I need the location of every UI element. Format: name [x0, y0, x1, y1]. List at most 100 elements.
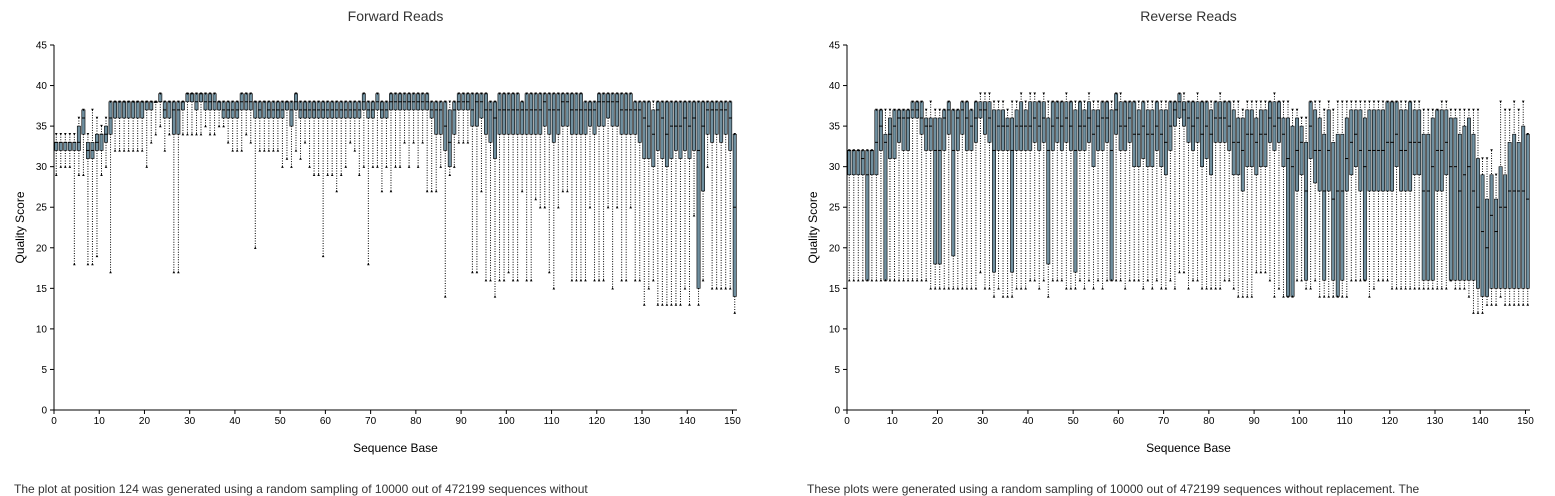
box-position-112[interactable] [1349, 100, 1354, 282]
box-position-80[interactable] [1204, 100, 1209, 290]
box-position-13[interactable] [108, 100, 113, 274]
box-position-104[interactable] [1313, 100, 1318, 282]
box-position-121[interactable] [1390, 100, 1394, 290]
box-position-84[interactable] [429, 100, 434, 193]
box-position-69[interactable] [361, 92, 366, 168]
box-position-41[interactable] [1028, 92, 1033, 282]
box-position-47[interactable] [1055, 100, 1060, 282]
box-position-71[interactable] [370, 100, 375, 168]
box-position-2[interactable] [851, 149, 856, 282]
box-position-126[interactable] [619, 92, 624, 282]
box-position-101[interactable] [1299, 116, 1304, 282]
box-position-62[interactable] [1123, 100, 1128, 290]
box-position-118[interactable] [1376, 100, 1381, 282]
box-position-63[interactable] [1127, 100, 1132, 282]
box-position-16[interactable] [122, 100, 127, 152]
box-position-100[interactable] [502, 92, 506, 282]
box-position-18[interactable] [131, 100, 136, 152]
box-position-3[interactable] [856, 149, 861, 282]
box-position-34[interactable] [996, 100, 1001, 290]
box-position-48[interactable] [1059, 100, 1064, 282]
box-position-132[interactable] [1439, 100, 1444, 290]
box-position-44[interactable] [248, 92, 253, 144]
box-position-100[interactable] [1295, 108, 1299, 282]
box-position-141[interactable] [1480, 157, 1485, 314]
box-position-151[interactable] [1525, 133, 1530, 306]
box-position-109[interactable] [1335, 100, 1340, 298]
box-position-128[interactable] [628, 92, 633, 209]
box-position-143[interactable] [696, 100, 701, 306]
box-position-140[interactable] [683, 100, 687, 290]
box-position-61[interactable] [325, 100, 330, 176]
box-position-36[interactable] [1005, 108, 1010, 298]
box-position-46[interactable] [1050, 100, 1055, 282]
box-position-70[interactable] [1159, 100, 1164, 290]
box-position-88[interactable] [1240, 108, 1245, 298]
box-position-31[interactable] [983, 92, 987, 290]
box-position-32[interactable] [194, 92, 199, 136]
box-position-127[interactable] [1417, 100, 1422, 290]
box-position-77[interactable] [1191, 100, 1195, 282]
box-position-37[interactable] [217, 100, 222, 128]
box-position-92[interactable] [1258, 100, 1263, 274]
box-position-50[interactable] [275, 100, 280, 152]
box-position-83[interactable] [425, 92, 430, 193]
box-position-133[interactable] [651, 100, 656, 282]
box-position-136[interactable] [1457, 108, 1462, 290]
box-position-11[interactable] [892, 108, 897, 282]
box-position-51[interactable] [1073, 100, 1078, 290]
box-position-139[interactable] [1471, 108, 1476, 314]
box-position-107[interactable] [1326, 100, 1331, 298]
box-position-81[interactable] [416, 92, 421, 168]
box-position-9[interactable] [90, 108, 95, 266]
box-position-65[interactable] [1136, 100, 1141, 282]
box-position-141[interactable] [687, 100, 692, 306]
box-position-66[interactable] [348, 100, 353, 144]
box-position-26[interactable] [167, 100, 172, 136]
box-position-145[interactable] [705, 100, 710, 168]
box-position-135[interactable] [660, 100, 665, 306]
box-position-17[interactable] [126, 100, 131, 152]
box-position-119[interactable] [588, 100, 592, 209]
box-position-90[interactable] [1249, 100, 1254, 298]
box-position-109[interactable] [542, 92, 547, 209]
box-position-82[interactable] [420, 92, 425, 144]
box-position-91[interactable] [461, 92, 466, 144]
box-position-88[interactable] [447, 100, 452, 176]
box-position-119[interactable] [1381, 100, 1385, 282]
box-position-73[interactable] [1173, 100, 1177, 290]
box-position-13[interactable] [901, 108, 906, 282]
box-position-94[interactable] [474, 92, 479, 274]
box-position-52[interactable] [285, 100, 289, 160]
box-position-124[interactable] [1403, 100, 1408, 290]
box-position-136[interactable] [664, 100, 669, 306]
box-position-25[interactable] [955, 108, 960, 290]
box-position-134[interactable] [655, 100, 660, 306]
box-position-40[interactable] [230, 100, 235, 152]
box-position-50[interactable] [1068, 100, 1073, 290]
box-position-106[interactable] [1322, 108, 1327, 298]
box-position-89[interactable] [452, 100, 457, 168]
box-position-20[interactable] [933, 108, 938, 290]
box-position-54[interactable] [1087, 92, 1091, 282]
box-position-6[interactable] [869, 149, 874, 282]
box-position-115[interactable] [569, 92, 574, 282]
box-position-23[interactable] [946, 100, 951, 290]
box-position-85[interactable] [1227, 100, 1232, 282]
box-position-103[interactable] [515, 92, 520, 282]
box-position-35[interactable] [208, 92, 212, 136]
box-position-85[interactable] [434, 100, 439, 193]
box-position-40[interactable] [1023, 100, 1028, 290]
box-position-148[interactable] [719, 100, 724, 290]
box-position-79[interactable] [1200, 100, 1204, 290]
box-position-131[interactable] [1435, 108, 1440, 290]
box-position-138[interactable] [674, 100, 678, 306]
box-position-19[interactable] [928, 100, 933, 290]
box-position-43[interactable] [244, 92, 249, 136]
box-position-49[interactable] [1064, 92, 1069, 290]
box-position-25[interactable] [162, 100, 167, 152]
box-position-113[interactable] [560, 92, 565, 193]
box-position-77[interactable] [398, 92, 402, 168]
box-position-130[interactable] [637, 100, 642, 282]
box-position-7[interactable] [81, 108, 86, 176]
